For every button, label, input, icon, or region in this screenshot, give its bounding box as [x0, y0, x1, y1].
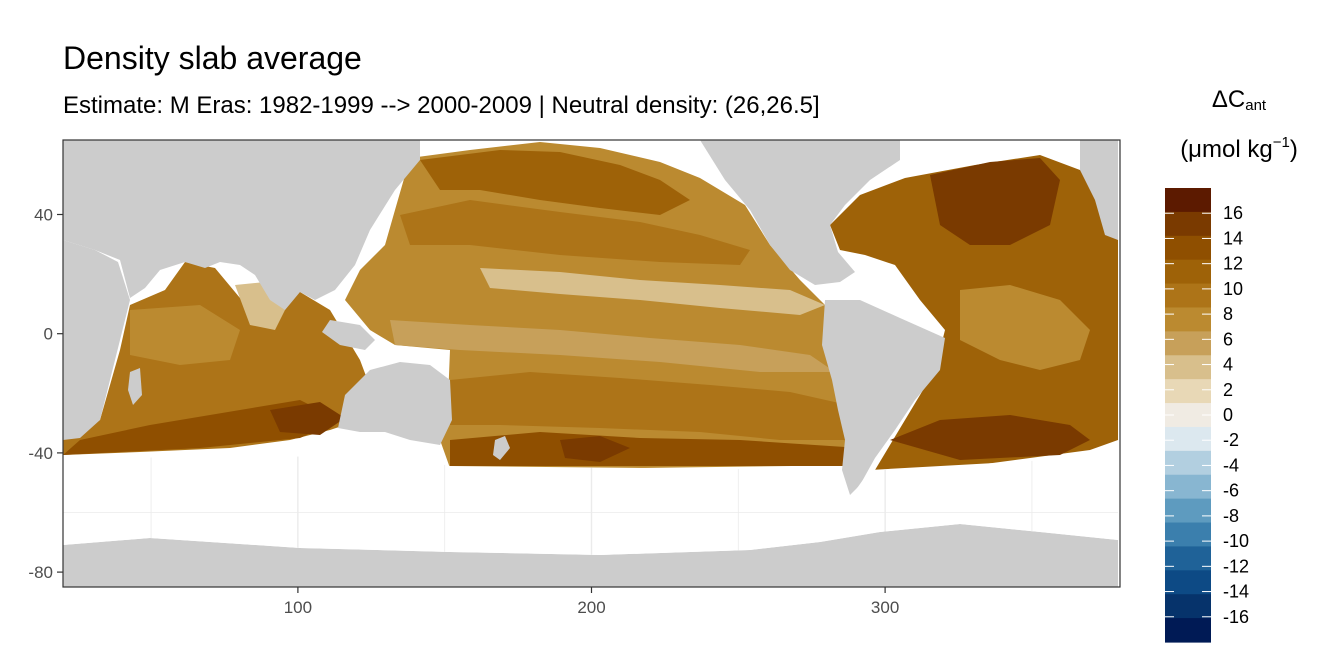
no-data-southern-ocean: [63, 456, 1118, 555]
patch-indian-south-dark: [63, 400, 340, 455]
legend-title-subscript: ant: [1245, 97, 1267, 114]
colorbar-swatch-13: [1165, 498, 1211, 524]
land-antarctica: [63, 524, 1118, 587]
y-tick-label-neg40: -40: [28, 444, 53, 463]
colorbar-label-4: 8: [1223, 304, 1233, 324]
land-greenland: [1080, 140, 1118, 240]
colorbar-legend: 16 14 12 10 8 6 4 2 0 -2 -4 -6 -8 -10 -12 -14 -16: [1165, 188, 1249, 643]
patch-north-atlantic-dark: [930, 158, 1060, 245]
legend-unit-superscript: −1: [1272, 134, 1290, 151]
legend-unit-open: (μmol kg: [1180, 136, 1273, 163]
colorbar-swatch-15: [1165, 546, 1211, 571]
colorbar-label-5: 6: [1223, 329, 1233, 349]
legend-unit: (μmol kg−1): [1150, 134, 1328, 164]
patch-north-pacific-band: [400, 200, 750, 265]
colorbar-label-11: -6: [1223, 481, 1239, 501]
chart-title: Density slab average: [63, 40, 362, 76]
colorbar-label-3: 10: [1223, 279, 1243, 299]
land-north-america: [700, 140, 900, 285]
y-tick-label-0: 0: [44, 325, 53, 344]
colorbar-swatch-8: [1165, 379, 1211, 404]
land-africa: [63, 240, 130, 440]
colorbar-swatch-2: [1165, 235, 1211, 261]
patch-south-pacific: [450, 372, 860, 440]
colorbar-label-10: -4: [1223, 455, 1239, 475]
colorbar-label-2: 12: [1223, 254, 1243, 274]
patch-subtropical-light: [480, 268, 825, 315]
land-south-america: [822, 300, 945, 495]
colorbar-label-8: 0: [1223, 405, 1233, 425]
legend-unit-close: ): [1289, 136, 1298, 163]
colorbar-label-12: -8: [1223, 506, 1239, 526]
colorbar-swatch-17: [1165, 594, 1211, 619]
colorbar-swatch-0: [1165, 188, 1211, 213]
colorbar-swatch-1: [1165, 211, 1211, 237]
grid-over-nodata: [63, 456, 1118, 555]
colorbar-swatch-6: [1165, 331, 1211, 356]
colorbar-label-14: -12: [1223, 556, 1249, 576]
legend-title-main: ΔC: [1211, 86, 1246, 113]
colorbar-label-16: -16: [1223, 607, 1249, 627]
patch-north-pacific-high: [420, 150, 690, 215]
patch-equatorial-light: [390, 320, 835, 372]
colorbar-swatch-7: [1165, 355, 1211, 380]
land-indonesia: [322, 320, 375, 350]
patch-indian-mid: [130, 305, 240, 365]
colorbar-label-13: -10: [1223, 531, 1249, 551]
x-tick-label-300: 300: [871, 598, 899, 617]
land: [63, 140, 1118, 587]
colorbar-label-15: -14: [1223, 582, 1249, 602]
colorbar-label-1: 14: [1223, 228, 1243, 248]
chart-subtitle: Estimate: M Eras: 1982-1999 --> 2000-200…: [63, 92, 820, 119]
y-tick-label-40: 40: [34, 206, 53, 225]
colorbar-label-0: 16: [1223, 203, 1243, 223]
colorbar-label-6: 4: [1223, 355, 1233, 375]
patch-south-pacific-max: [560, 436, 630, 462]
patch-south-pacific-dark: [450, 432, 868, 466]
patch-south-atlantic-dark: [890, 415, 1090, 460]
patch-indian-max: [270, 402, 345, 435]
land-australia: [338, 362, 452, 445]
colorbar-swatch-18: [1165, 618, 1211, 643]
colorbar-swatch-14: [1165, 522, 1211, 548]
colorbar-swatch-4: [1165, 283, 1211, 309]
colorbar-swatch-12: [1165, 474, 1211, 500]
colorbar-label-7: 2: [1223, 380, 1233, 400]
map-panel: [63, 140, 1120, 587]
land-madagascar: [128, 368, 142, 405]
x-tick-label-200: 200: [577, 598, 605, 617]
land-eurasia: [63, 140, 420, 310]
colorbar-swatch-11: [1165, 450, 1211, 476]
colorbar-swatch-16: [1165, 570, 1211, 595]
x-tick-label-100: 100: [284, 598, 312, 617]
legend-title: ΔCant: [1150, 86, 1328, 114]
land-new-zealand: [493, 436, 510, 460]
colorbar-swatch-10: [1165, 426, 1211, 452]
y-tick-label-neg80: -80: [28, 563, 53, 582]
colorbar-swatch-5: [1165, 307, 1211, 332]
patch-atlantic-light: [960, 285, 1090, 370]
colorbar-label-9: -2: [1223, 430, 1239, 450]
